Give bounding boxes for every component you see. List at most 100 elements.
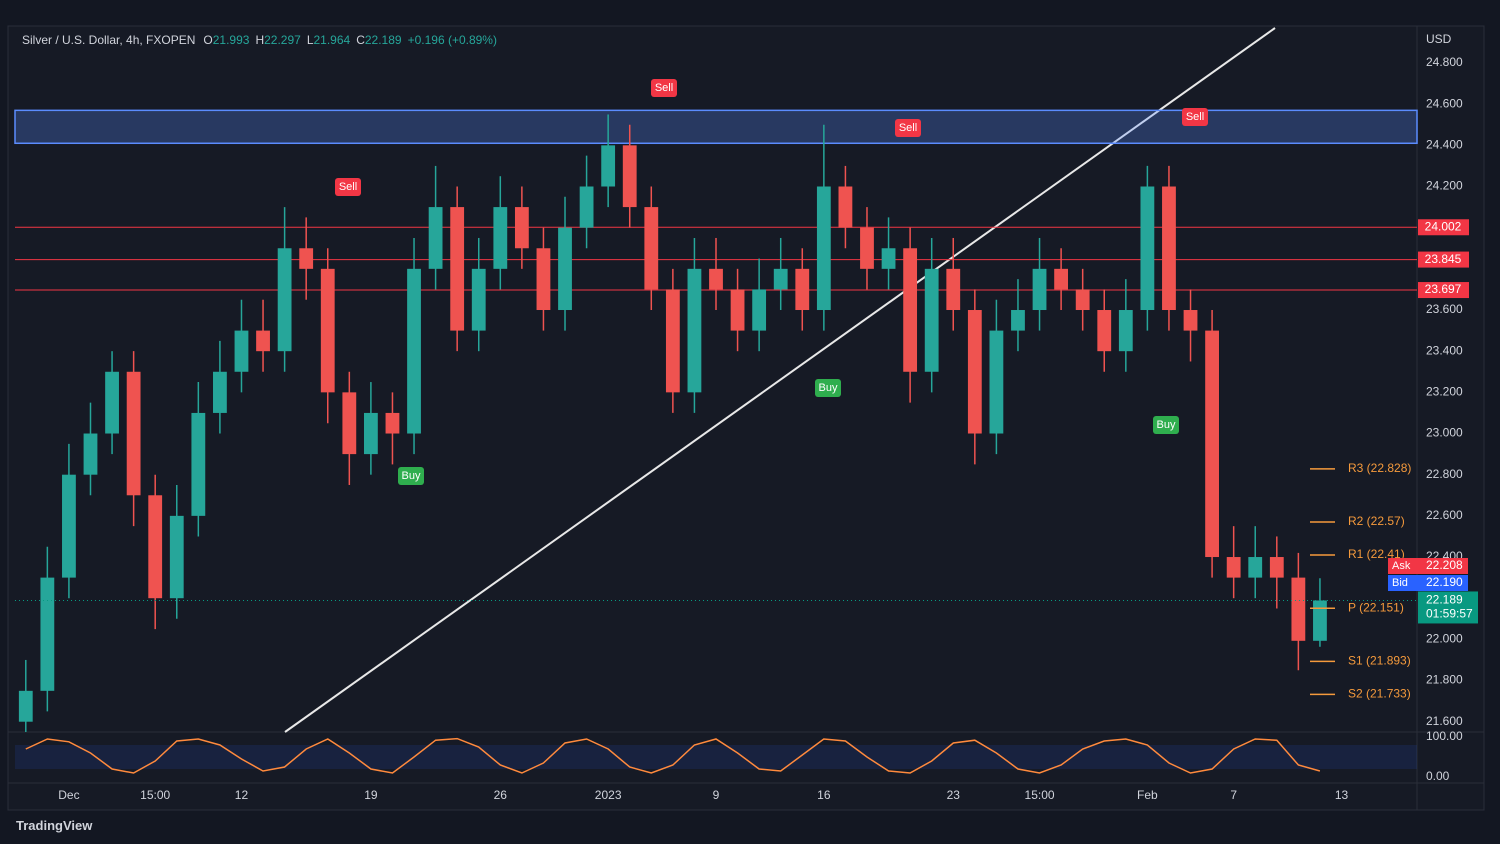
oscillator-tick-label: 100.00: [1426, 729, 1463, 743]
candle-body: [622, 145, 637, 208]
candle-body: [536, 248, 551, 311]
signal-label: Buy: [402, 470, 421, 482]
y-tick-label: 24.200: [1426, 179, 1463, 193]
candle-body: [881, 248, 896, 269]
pivot-label: S1 (21.893): [1348, 654, 1411, 668]
legend-header: Silver / U.S. Dollar, 4h, FXOPEN O21.993 H…: [22, 33, 503, 47]
candle-body: [795, 268, 810, 311]
candle-body: [989, 330, 1004, 434]
candle-body: [838, 186, 853, 228]
level-price-label: 24.002: [1425, 219, 1462, 233]
x-tick-label: 26: [494, 788, 508, 802]
signal-label: Buy: [819, 382, 838, 394]
oscillator-tick-label: 0.00: [1426, 769, 1450, 783]
candle-body: [687, 268, 702, 393]
brand: TradingView: [16, 818, 93, 833]
y-tick-label: 23.000: [1426, 426, 1463, 440]
quote-box: [1388, 558, 1468, 574]
candle-body: [903, 248, 918, 372]
candle-body: [256, 330, 270, 352]
candle-body: [450, 207, 465, 331]
level-price-box: [1418, 251, 1469, 268]
candle-body: [1291, 577, 1306, 641]
candle-body: [40, 577, 55, 691]
trend-line: [284, 27, 1276, 733]
oscillator-band: [15, 745, 1417, 769]
y-tick-label: 24.800: [1426, 55, 1463, 69]
y-tick-label: 23.200: [1426, 385, 1463, 399]
x-tick-label: 15:00: [140, 788, 170, 802]
quote-name: Bid: [1392, 577, 1408, 589]
signal-badge: [815, 379, 841, 397]
pivot-label: R1 (22.41): [1348, 547, 1405, 561]
signal-label: Sell: [339, 181, 357, 193]
legend-text: +0.196 (+0.89%): [407, 33, 497, 47]
candle-body: [752, 289, 767, 331]
legend-text: C: [356, 33, 365, 47]
legend-text: Silver / U.S. Dollar, 4h, FXOPEN: [22, 33, 196, 47]
x-tick-label: 23: [947, 788, 961, 802]
candle-body: [1075, 289, 1090, 311]
candle-body: [363, 412, 378, 455]
candle-body: [730, 289, 745, 331]
level-price-label: 23.697: [1425, 282, 1462, 296]
candle-body: [1140, 186, 1155, 311]
last-price-box: [1418, 591, 1478, 624]
pivot-label: S2 (21.733): [1348, 687, 1411, 701]
candle-body: [665, 289, 680, 393]
candle-body: [126, 371, 141, 496]
candle-body: [1011, 310, 1025, 331]
candle-body: [191, 412, 206, 516]
x-tick-label: 15:00: [1025, 788, 1055, 802]
level-price-box: [1418, 282, 1469, 299]
signal-label: Sell: [655, 82, 673, 94]
countdown: 01:59:57: [1426, 607, 1473, 621]
candle-body: [1097, 310, 1112, 352]
signal-badge: [895, 119, 921, 137]
y-tick-label: 22.800: [1426, 467, 1463, 481]
candle-body: [234, 330, 249, 372]
candle-body: [514, 207, 529, 249]
candle-body: [709, 268, 723, 290]
pivot-label: R2 (22.57): [1348, 514, 1405, 528]
candle-body: [816, 186, 831, 311]
x-tick-label: 19: [364, 788, 378, 802]
candle-body: [1183, 310, 1198, 331]
candle-body: [83, 433, 98, 475]
x-tick-label: 16: [817, 788, 831, 802]
signal-badge: [398, 467, 424, 485]
quote-name: Ask: [1392, 560, 1411, 572]
candle-body: [1162, 186, 1176, 311]
candle-body: [18, 690, 33, 722]
x-tick-label: 2023: [595, 788, 622, 802]
legend-text: O: [203, 33, 213, 47]
x-tick-label: 9: [713, 788, 720, 802]
candle-body: [320, 268, 335, 393]
candle-body: [277, 248, 292, 352]
candle-body: [342, 392, 357, 455]
candle-body: [169, 515, 184, 599]
y-tick-label: 22.600: [1426, 508, 1463, 522]
signal-badge: [335, 178, 361, 196]
signal-badge: [651, 79, 677, 97]
x-tick-label: 12: [235, 788, 249, 802]
legend-text: L: [306, 33, 314, 47]
legend-text: H: [255, 33, 265, 47]
level-price-label: 23.845: [1425, 252, 1462, 266]
x-tick-label: 13: [1335, 788, 1349, 802]
candle-body: [1054, 268, 1069, 290]
candle-body: [1032, 268, 1047, 311]
y-tick-label: 24.400: [1426, 138, 1463, 152]
candle-body: [385, 412, 400, 434]
candles: [18, 114, 1327, 732]
candle-body: [558, 227, 572, 311]
pivot-label: R3 (22.828): [1348, 461, 1411, 475]
candle-body: [1269, 557, 1284, 578]
chart-panel: [7, 25, 1485, 811]
y-tick-label: 21.600: [1426, 714, 1463, 728]
candle-body: [62, 474, 76, 578]
legend-text: 22.297: [264, 33, 301, 47]
x-tick-label: 7: [1230, 788, 1237, 802]
